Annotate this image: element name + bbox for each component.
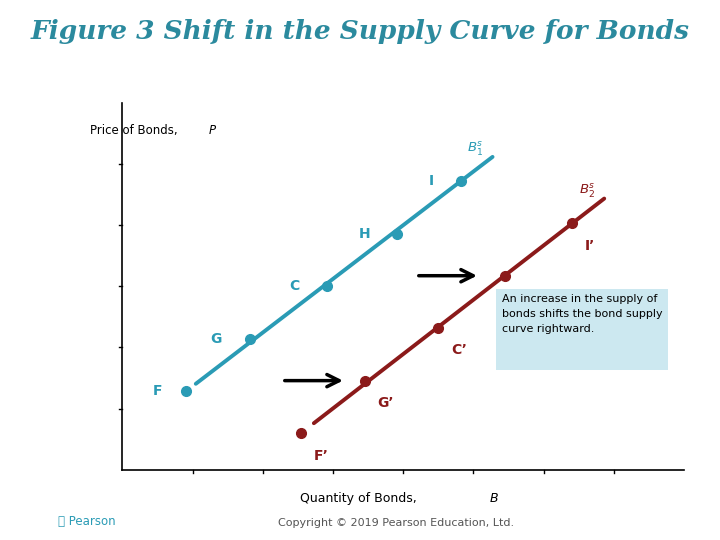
Text: Ⓟ Pearson: Ⓟ Pearson bbox=[58, 515, 115, 528]
Text: H’: H’ bbox=[518, 292, 535, 306]
Text: Price of Bonds,: Price of Bonds, bbox=[91, 124, 182, 137]
Text: C: C bbox=[289, 279, 300, 293]
Text: Quantity of Bonds,: Quantity of Bonds, bbox=[300, 492, 420, 505]
Text: B: B bbox=[490, 492, 498, 505]
FancyBboxPatch shape bbox=[496, 289, 668, 370]
Text: An increase in the supply of
bonds shifts the bond supply
curve rightward.: An increase in the supply of bonds shift… bbox=[502, 294, 662, 334]
Text: I’: I’ bbox=[585, 239, 595, 253]
Text: G’: G’ bbox=[378, 396, 394, 410]
Text: F’: F’ bbox=[314, 449, 329, 463]
Text: G: G bbox=[210, 332, 221, 346]
Text: P: P bbox=[209, 124, 216, 137]
Text: C’: C’ bbox=[451, 343, 467, 357]
Text: Copyright © 2019 Pearson Education, Ltd.: Copyright © 2019 Pearson Education, Ltd. bbox=[278, 518, 514, 528]
Text: Figure 3 Shift in the Supply Curve for Bonds: Figure 3 Shift in the Supply Curve for B… bbox=[30, 19, 690, 44]
Text: F: F bbox=[153, 384, 162, 398]
Text: I: I bbox=[428, 174, 434, 188]
Text: $B_2^s$: $B_2^s$ bbox=[579, 182, 595, 200]
Text: H: H bbox=[359, 227, 370, 241]
Text: $B_1^s$: $B_1^s$ bbox=[467, 140, 484, 158]
